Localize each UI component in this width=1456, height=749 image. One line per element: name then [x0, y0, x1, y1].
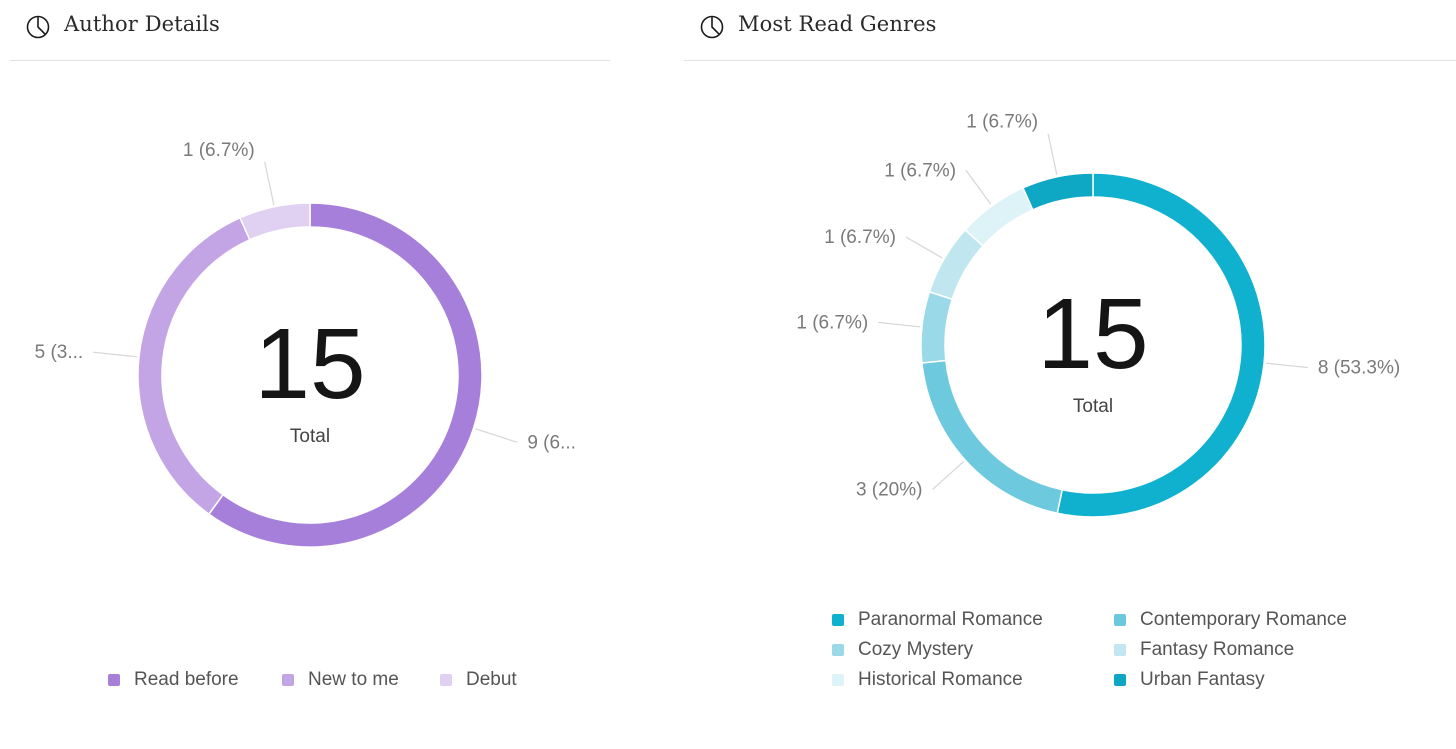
slice-label: 3 (20%)	[856, 480, 923, 501]
legend-swatch	[440, 674, 452, 686]
leader-line	[965, 169, 992, 205]
slice-label: 8 (53.3%)	[1318, 358, 1400, 379]
leader-line	[878, 321, 921, 328]
center-total-label: Total	[1073, 396, 1113, 417]
legend-swatch	[1114, 614, 1126, 626]
legend-label: Read before	[134, 669, 239, 690]
legend-swatch	[832, 614, 844, 626]
legend-swatch	[1114, 644, 1126, 656]
leader-line	[1047, 133, 1058, 175]
leader-line	[264, 161, 275, 205]
legend-label: Contemporary Romance	[1140, 609, 1347, 630]
slice-debut[interactable]	[239, 202, 311, 241]
most-read-genres-donut-chart: 8 (53.3%) 3 (20%) 1 (6.7%) 1 (6.7%) 1 (6.7%)…	[796, 112, 1400, 518]
slice-fantasy-romance[interactable]	[928, 228, 985, 301]
slice-historical-romance[interactable]	[964, 186, 1034, 248]
header-divider	[684, 60, 1456, 61]
leader-line	[475, 428, 518, 443]
center-total-value: 15	[1037, 278, 1148, 390]
legend-swatch	[282, 674, 294, 686]
center-total-label: Total	[290, 426, 330, 447]
legend-swatch	[832, 674, 844, 686]
legend-label: Urban Fantasy	[1140, 669, 1265, 690]
leader-line	[905, 236, 943, 259]
slice-urban-fantasy[interactable]	[1022, 172, 1094, 211]
legend-swatch	[1114, 674, 1126, 686]
panel-title: Author Details	[64, 12, 220, 36]
panel-header: Most Read Genres	[684, 0, 1456, 61]
slice-label: 1 (6.7%)	[796, 312, 868, 333]
slice-label: 1 (6.7%)	[884, 160, 956, 181]
center-total-value: 15	[254, 308, 365, 420]
slice-new-to-me[interactable]	[137, 216, 251, 516]
legend-swatch	[108, 674, 120, 686]
legend-swatch	[832, 644, 844, 656]
slice-label: 5 (3...	[35, 342, 84, 363]
legend-label: Cozy Mystery	[858, 639, 974, 660]
leader-line	[1265, 362, 1308, 369]
slice-label: 9 (6...	[527, 432, 576, 453]
legend-label: Paranormal Romance	[858, 609, 1043, 630]
legend-label: Historical Romance	[858, 669, 1023, 690]
pie-chart-icon	[26, 15, 50, 39]
slice-cozy-mystery[interactable]	[920, 290, 954, 364]
slice-label: 1 (6.7%)	[183, 140, 255, 161]
panel-title: Most Read Genres	[738, 12, 937, 36]
most-read-genres-panel: Most Read Genres 8 (53.3%) 3 (20%) 1 (6.7%…	[684, 0, 1456, 749]
leader-line	[932, 460, 965, 490]
pie-chart-icon	[700, 15, 724, 39]
slice-label: 1 (6.7%)	[824, 227, 896, 248]
panel-header: Author Details	[0, 0, 620, 61]
header-divider	[10, 60, 610, 61]
author-details-panel: Author Details 9 (6... 5 (3... 1 (6.7%) 15 T…	[0, 0, 620, 749]
legend-label: New to me	[308, 669, 399, 690]
legend-label: Fantasy Romance	[1140, 639, 1295, 660]
slice-label: 1 (6.7%)	[966, 112, 1038, 133]
legend-label: Debut	[466, 669, 517, 690]
author-details-donut-chart: 9 (6... 5 (3... 1 (6.7%) 15 Total	[35, 140, 576, 548]
leader-line	[93, 351, 138, 358]
